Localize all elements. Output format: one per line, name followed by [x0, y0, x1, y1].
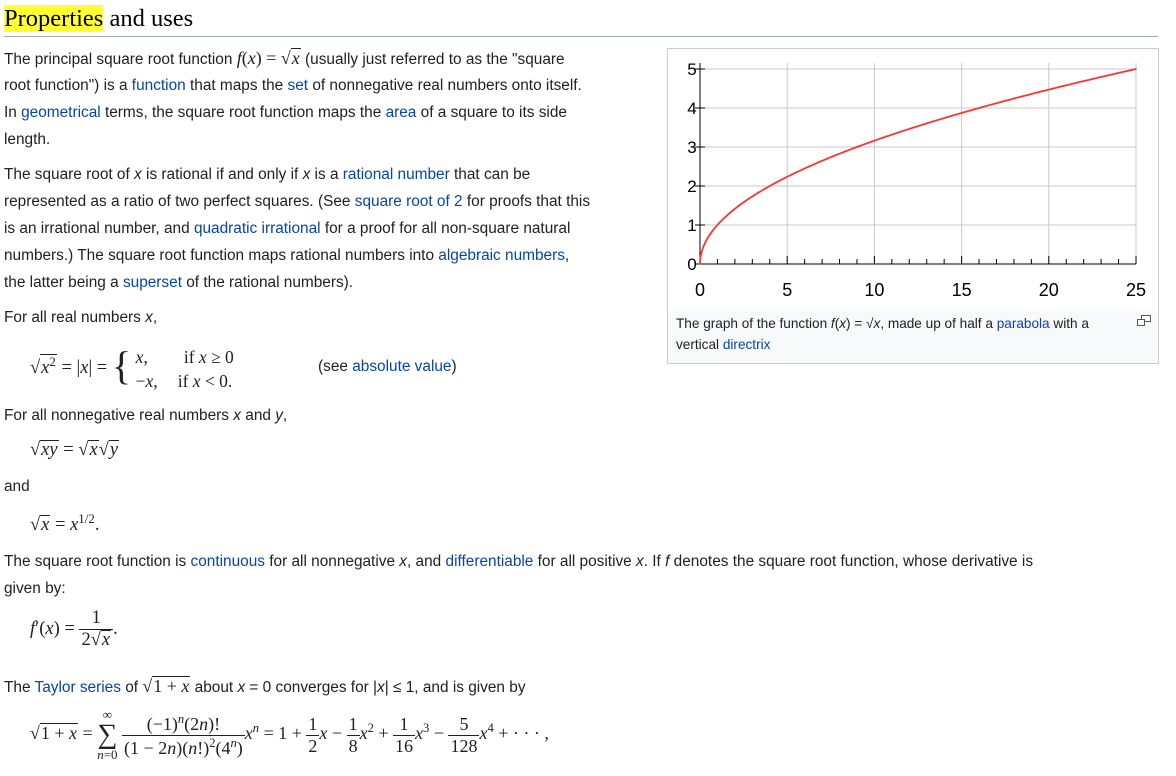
data-point — [912, 126, 915, 129]
data-point — [978, 107, 980, 109]
data-point — [1135, 68, 1137, 70]
y-tick-label: 1 — [687, 216, 696, 235]
y-tick-label: 2 — [687, 177, 696, 196]
magnify-clip-icon[interactable] — [1137, 315, 1151, 327]
link-function[interactable]: function — [131, 77, 186, 94]
link-rational-number[interactable]: rational number — [342, 166, 450, 183]
para6-line2: given by: — [4, 580, 66, 597]
fx-sqrt-formula: f(x) = √x — [236, 48, 301, 68]
product-rule-equation: √xy = √x√y — [30, 440, 120, 460]
x-tick-label: 5 — [782, 280, 792, 300]
data-point — [1052, 87, 1054, 90]
chart-grid — [700, 63, 1137, 264]
chart-series — [699, 68, 1137, 265]
para3: For all real numbers x, — [4, 309, 158, 326]
x-tick-label: 10 — [864, 280, 884, 300]
data-point — [768, 185, 771, 187]
heading-rest: and uses — [103, 5, 194, 32]
link-directrix[interactable]: directrix — [722, 337, 771, 352]
x-tick-label: 15 — [952, 280, 972, 300]
para6-line1: The square root function is continuous f… — [4, 553, 1034, 570]
para1-line1: The principal square root function f(x) … — [4, 48, 565, 68]
y-tick-label: 3 — [687, 138, 696, 157]
x-tick-label: 0 — [695, 280, 705, 300]
link-absolute-value[interactable]: absolute value — [352, 358, 452, 375]
x-tick-label: 25 — [1126, 280, 1146, 300]
data-point — [808, 165, 810, 168]
x-tick-label: 20 — [1039, 280, 1059, 300]
para1-line3: In geometrical terms, the square root fu… — [4, 104, 567, 121]
para2-line3: is an irrational number, and quadratic i… — [4, 220, 571, 237]
para5: and — [4, 478, 30, 495]
para4: For all nonnegative real numbers x and y… — [4, 407, 288, 424]
para2-line4: numbers.) The square root function maps … — [4, 247, 570, 264]
chart-axes — [699, 63, 1136, 265]
para2-line2: represented as a ratio of two perfect sq… — [4, 193, 591, 210]
derivative-equation: f′(x) = 1 2√x. — [30, 608, 118, 650]
figure-caption: The graph of the function f(x) = √x, mad… — [676, 316, 1089, 352]
figure-thumbnail: 0 5 10 15 20 25 0 1 2 3 4 5 The graph of the functi… — [667, 48, 1159, 364]
link-area[interactable]: area — [385, 104, 417, 121]
power-equation: √x = x1/2. — [30, 511, 100, 536]
y-tick-label: 0 — [687, 255, 696, 274]
data-point — [716, 224, 719, 226]
para1-line2: root function") is a function that maps … — [4, 77, 582, 94]
link-set[interactable]: set — [287, 77, 309, 94]
taylor-series-equation: √1 + x = ∞ ∑ n=0 (−1)n(2n)! (1 − 2n)(n!)2… — [30, 707, 549, 762]
data-point — [738, 204, 741, 207]
data-point — [856, 146, 858, 148]
link-square-root-of-2[interactable]: square root of 2 — [354, 193, 463, 210]
link-taylor-series[interactable]: Taylor series — [34, 679, 121, 696]
link-superset[interactable]: superset — [122, 274, 182, 291]
abs-value-equation: √x2 = |x| = { x, if x ≥ 0 −x, if x < 0. — [30, 343, 234, 391]
y-tick-label: 4 — [687, 99, 696, 118]
link-quadratic-irrational[interactable]: quadratic irrational — [193, 220, 321, 237]
link-parabola[interactable]: parabola — [996, 316, 1050, 331]
abs-value-note: (see absolute value) — [318, 358, 457, 375]
y-tick-label: 5 — [687, 60, 696, 79]
chart-background — [668, 49, 1158, 311]
link-geometrical[interactable]: geometrical — [21, 104, 101, 121]
link-continuous[interactable]: continuous — [190, 553, 265, 570]
link-differentiable[interactable]: differentiable — [445, 553, 534, 570]
link-algebraic-numbers[interactable]: algebraic numbers — [438, 247, 565, 264]
para7: The Taylor series of √1 + x about x = 0 … — [4, 676, 526, 696]
para2-line5: the latter being a superset of the ratio… — [4, 274, 354, 291]
heading-highlight: Properties — [4, 5, 104, 32]
para2-line1: The square root of x is rational if and … — [4, 166, 531, 183]
para1-line4: length. — [4, 131, 51, 148]
section-heading: Properties and uses — [4, 2, 1158, 37]
sqrt-function-chart: 0 5 10 15 20 25 0 1 2 3 4 5 — [668, 49, 1158, 311]
data-point — [699, 263, 701, 265]
data-point — [703, 243, 706, 246]
